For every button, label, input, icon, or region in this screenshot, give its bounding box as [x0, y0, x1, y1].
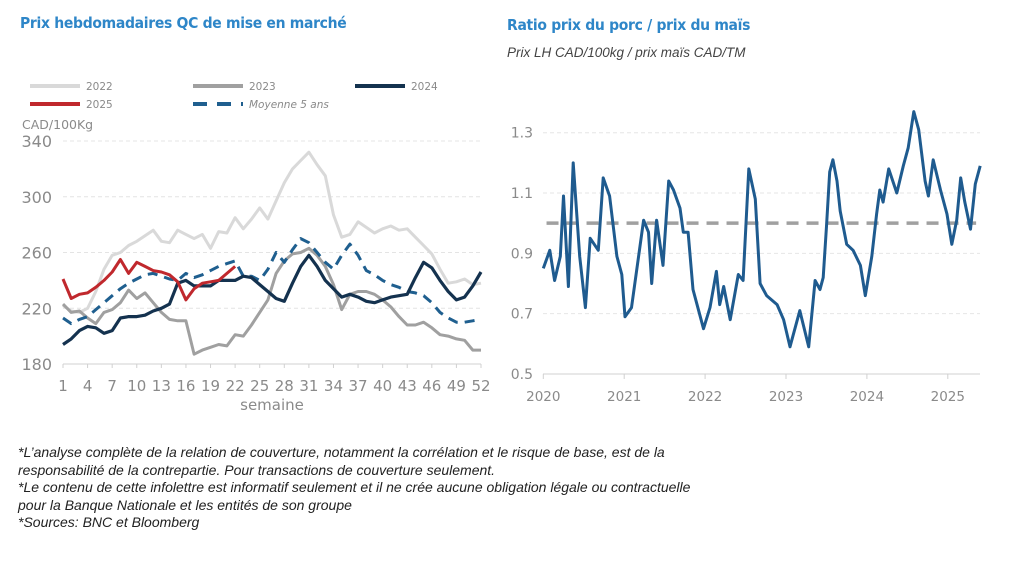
- x-tick-label: 7: [107, 377, 117, 395]
- footnote-line: *Sources: BNC et Bloomberg: [18, 514, 200, 530]
- x-tick-label: 31: [299, 377, 318, 395]
- x-tick-label: 2020: [526, 389, 560, 405]
- x-tick-label: 46: [422, 377, 441, 395]
- y-tick-label: 0.5: [511, 367, 533, 383]
- x-tick-label: 2025: [931, 389, 965, 405]
- y-tick-label: 260: [21, 244, 52, 263]
- x-tick-label: 37: [349, 377, 368, 395]
- footnote-line: *L’analyse complète de la relation de co…: [18, 444, 665, 460]
- y-tick-label: 1.3: [511, 126, 533, 142]
- y-tick-label: 220: [21, 299, 52, 318]
- y-tick-label: 1.1: [511, 186, 533, 202]
- y-tick-label: 0.9: [511, 246, 533, 262]
- series-line-moyenne-5-ans: [62, 237, 482, 326]
- legend-label: 2022: [86, 81, 113, 93]
- footnote-line: *Le contenu de cette infolettre est info…: [18, 479, 691, 495]
- left-chart-title: Prix hebdomadaires QC de mise en marché: [20, 14, 347, 32]
- x-tick-label: 52: [471, 377, 490, 395]
- x-tick-label: 25: [250, 377, 269, 395]
- footnote-line: responsabilité de la contrepartie. Pour …: [18, 461, 496, 478]
- right-chart-subtitle: Prix LH CAD/100kg / prix maïs CAD/TM: [507, 45, 746, 60]
- x-tick-label: 43: [398, 377, 417, 395]
- weekly-price-chart: 340 300 260 220 180 1 4 7 10 13 16 19 22 25 28 31 34 37 40…: [21, 81, 490, 414]
- y-axis-label: CAD/100Kg: [22, 117, 93, 132]
- footnote-line: pour la Banque Nationale et les entités …: [18, 496, 352, 513]
- x-tick-label: 2024: [850, 389, 884, 405]
- y-tick-label: 340: [21, 132, 52, 151]
- y-tick-label: 180: [21, 355, 52, 374]
- x-tick-label: 13: [152, 377, 171, 395]
- ratio-chart: 1.3 1.1 0.9 0.7 0.5 2020 2021 2022 2023 2024 2025: [511, 110, 982, 405]
- x-tick-label: 49: [447, 377, 466, 395]
- right-chart-title: Ratio prix du porc / prix du maïs: [507, 16, 751, 34]
- legend-label: 2024: [411, 81, 438, 93]
- x-tick-label: 1: [58, 377, 68, 395]
- x-tick-label: 2021: [607, 389, 641, 405]
- series-line-2025: [61, 258, 237, 302]
- ratio-series-line: [541, 110, 982, 349]
- x-tick-label: 34: [324, 377, 343, 395]
- legend-label: 2025: [86, 99, 113, 111]
- x-tick-label: 2022: [688, 389, 722, 405]
- x-tick-label: 4: [83, 377, 93, 395]
- y-tick-label: 0.7: [511, 307, 533, 323]
- footnotes: *L’analyse complète de la relation de co…: [18, 444, 690, 532]
- x-tick-label: 22: [226, 377, 245, 395]
- x-tick-label: 16: [176, 377, 195, 395]
- legend-label: Moyenne 5 ans: [249, 99, 329, 111]
- series-line-2022: [62, 150, 482, 314]
- x-tick-label: 2023: [769, 389, 803, 405]
- series-line-2024: [62, 253, 483, 346]
- series-line-2023: [61, 246, 481, 356]
- y-tick-label: 300: [21, 188, 52, 207]
- x-tick-label: 28: [275, 377, 294, 395]
- x-tick-label: 40: [373, 377, 392, 395]
- x-tick-label: 19: [201, 377, 220, 395]
- x-axis-label: semaine: [240, 396, 304, 414]
- legend-label: 2023: [249, 81, 276, 93]
- x-tick-label: 10: [127, 377, 146, 395]
